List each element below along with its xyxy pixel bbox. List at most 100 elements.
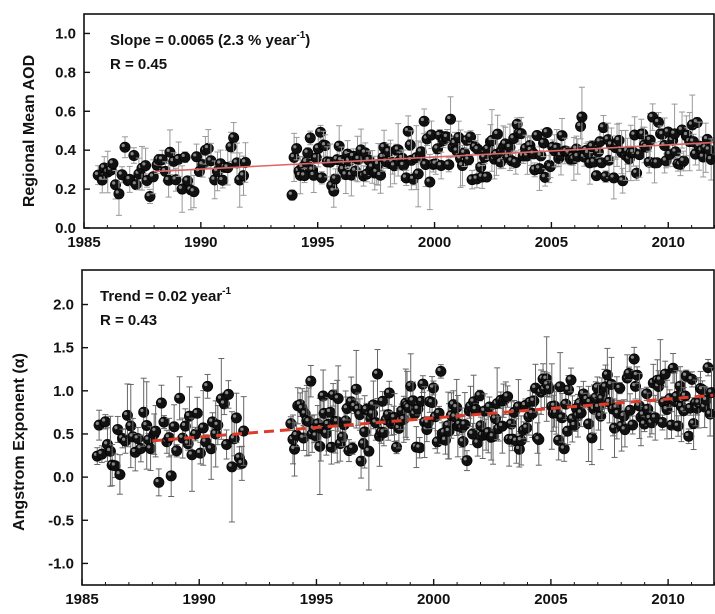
marker-highlight <box>494 130 498 134</box>
marker-highlight <box>391 414 395 418</box>
marker-highlight <box>293 145 297 149</box>
data-marker <box>541 127 553 139</box>
marker-highlight <box>385 389 390 393</box>
marker-highlight <box>145 436 149 440</box>
marker-highlight <box>172 176 176 180</box>
data-marker <box>651 157 663 169</box>
data-marker <box>679 390 691 402</box>
marker-highlight <box>385 148 389 152</box>
data-point <box>558 435 570 462</box>
marker-highlight <box>708 389 712 393</box>
marker-highlight <box>488 137 492 141</box>
marker-highlight <box>132 181 136 185</box>
y-tick-label: -0.5 <box>48 512 74 529</box>
marker-highlight <box>355 155 359 159</box>
marker-highlight <box>651 414 656 418</box>
marker-highlight <box>690 138 694 142</box>
data-point <box>316 171 328 185</box>
marker-highlight <box>130 152 134 156</box>
marker-highlight <box>214 421 218 425</box>
marker-highlight <box>304 149 308 153</box>
marker-highlight <box>207 157 211 161</box>
data-marker <box>304 132 316 144</box>
marker-highlight <box>158 156 163 160</box>
marker-highlight <box>613 404 617 408</box>
data-point <box>680 369 692 383</box>
marker-highlight <box>680 407 684 411</box>
marker-highlight <box>688 121 693 125</box>
marker-highlight <box>644 405 648 409</box>
marker-highlight <box>422 161 426 165</box>
data-marker <box>521 422 533 434</box>
marker-highlight <box>680 157 684 161</box>
data-point <box>481 171 493 183</box>
data-marker <box>538 137 550 149</box>
data-marker <box>481 171 493 183</box>
angstrom-y-axis-label: Angstrom Exponent (α) <box>11 353 28 531</box>
marker-highlight <box>129 433 133 437</box>
marker-highlight <box>127 422 131 426</box>
marker-highlight <box>543 375 547 379</box>
angstrom-trend-annotation: Trend = 0.02 year-1 <box>100 286 232 305</box>
data-marker <box>457 436 469 448</box>
marker-highlight <box>442 436 446 440</box>
marker-highlight <box>318 174 322 178</box>
marker-highlight <box>607 141 612 145</box>
data-point <box>496 398 508 454</box>
data-marker <box>328 185 340 197</box>
data-marker <box>226 461 238 473</box>
marker-highlight <box>513 120 517 125</box>
marker-highlight <box>158 399 162 403</box>
marker-highlight <box>585 420 589 424</box>
data-marker <box>217 174 229 186</box>
marker-highlight <box>474 146 478 150</box>
marker-highlight <box>615 136 619 141</box>
marker-highlight <box>603 371 608 375</box>
marker-highlight <box>522 401 526 406</box>
data-marker <box>317 390 329 402</box>
data-marker <box>427 382 439 394</box>
marker-highlight <box>682 372 687 376</box>
marker-highlight <box>406 141 411 145</box>
x-tick-label: 1985 <box>65 591 98 608</box>
data-point <box>474 389 486 402</box>
marker-highlight <box>564 427 568 431</box>
marker-highlight <box>646 136 650 140</box>
data-marker <box>238 170 250 182</box>
marker-highlight <box>507 420 512 424</box>
marker-highlight <box>114 426 118 430</box>
data-marker <box>107 158 119 170</box>
data-point <box>188 174 200 209</box>
marker-highlight <box>314 420 318 424</box>
marker-highlight <box>393 443 397 448</box>
marker-highlight <box>349 152 354 157</box>
marker-highlight <box>238 459 242 464</box>
marker-highlight <box>597 412 601 416</box>
data-point <box>383 380 395 406</box>
data-marker <box>316 172 328 184</box>
marker-highlight <box>232 414 237 418</box>
data-point <box>221 429 233 460</box>
data-point <box>465 130 477 144</box>
marker-highlight <box>656 376 661 380</box>
marker-highlight <box>468 176 472 180</box>
marker-highlight <box>513 437 517 441</box>
marker-highlight <box>192 430 196 434</box>
data-point <box>510 150 522 175</box>
marker-highlight <box>639 411 644 415</box>
marker-highlight <box>242 159 246 163</box>
marker-highlight <box>368 163 373 167</box>
data-marker <box>179 151 191 163</box>
marker-highlight <box>484 429 489 433</box>
marker-highlight <box>361 149 366 153</box>
data-marker <box>174 392 186 404</box>
x-tick-label: 2005 <box>535 234 568 251</box>
angstrom-r-annotation: R = 0.43 <box>100 312 157 329</box>
data-marker <box>168 421 180 433</box>
marker-highlight <box>137 445 141 449</box>
marker-highlight <box>296 401 300 405</box>
x-tick-label: 1990 <box>184 234 217 251</box>
marker-highlight <box>577 122 581 127</box>
marker-highlight <box>140 408 144 413</box>
marker-highlight <box>619 177 623 181</box>
